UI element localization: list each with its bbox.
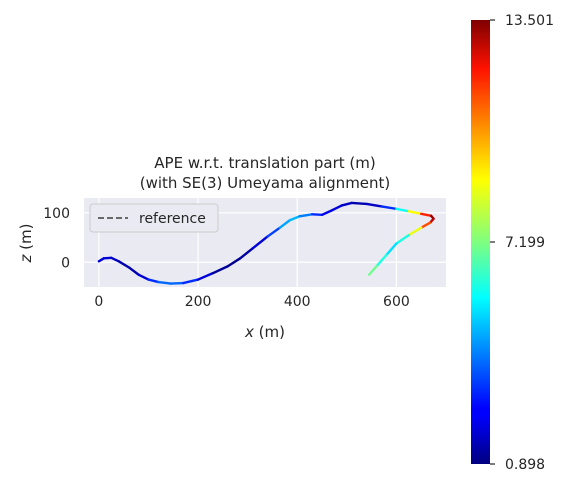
colorbar-ticks: 0.898 7.199 13.501	[490, 13, 554, 473]
trajectory-segment	[380, 205, 398, 211]
trajectory-segment	[350, 201, 368, 206]
chart-title-line2: (with SE(3) Umeyama alignment)	[140, 174, 391, 192]
x-tick-label: 200	[185, 294, 212, 310]
trajectory-segment	[266, 226, 282, 238]
x-tick-label: 400	[284, 294, 311, 310]
trajectory-segment	[239, 247, 254, 260]
trajectory-segment	[395, 207, 411, 213]
trajectory-segment	[385, 242, 398, 257]
trajectory-segment	[395, 233, 411, 245]
trajectory-segment	[407, 210, 423, 216]
x-tick-label: 0	[94, 294, 103, 310]
trajectory-segment	[181, 278, 200, 285]
trajectory-segment	[407, 226, 423, 237]
x-axis-label: x (m)	[244, 323, 285, 341]
legend-box	[89, 203, 219, 233]
y-axis-label: z (m)	[17, 224, 35, 264]
trajectory-segment	[117, 260, 130, 269]
y-ticks: 0 100	[43, 206, 70, 271]
chart-title-line1: APE w.r.t. translation part (m)	[154, 154, 375, 172]
x-tick-label: 600	[383, 294, 410, 310]
trajectory-segment	[420, 221, 432, 229]
colorbar-tick-label: 7.199	[505, 235, 545, 251]
trajectory-segment	[367, 265, 378, 276]
trajectory-segment	[330, 204, 344, 212]
trajectory-segment	[110, 256, 120, 263]
trajectory-segment	[298, 213, 314, 218]
trajectory-segment	[137, 273, 150, 281]
y-tick-label: 0	[61, 255, 70, 271]
colorbar-tick-label: 0.898	[505, 457, 545, 473]
trajectory-segment	[196, 271, 215, 281]
trajectory-segment	[251, 235, 269, 250]
x-ticks: 0 200 400 600	[94, 294, 409, 310]
trajectory-segment	[375, 253, 388, 268]
trajectory-segment	[340, 201, 353, 207]
y-tick-label: 100	[43, 206, 70, 222]
trajectory-segment	[211, 265, 230, 275]
trajectory-series	[97, 201, 435, 285]
trajectory-segment	[278, 219, 291, 229]
legend: reference	[89, 203, 219, 233]
trajectory-segment	[288, 215, 301, 222]
trajectory-segment	[420, 212, 433, 218]
colorbar-gradient	[471, 20, 490, 464]
legend-reference-label: reference	[139, 211, 206, 227]
trajectory-segment	[226, 257, 242, 268]
trajectory-segment	[365, 202, 383, 208]
colorbar: 0.898 7.199 13.501	[471, 13, 554, 473]
trajectory-segment	[127, 266, 140, 276]
trajectory-segment	[157, 280, 172, 285]
colorbar-tick-label: 13.501	[505, 13, 554, 29]
trajectory-segment	[147, 278, 160, 284]
trajectory-segment	[320, 209, 334, 217]
